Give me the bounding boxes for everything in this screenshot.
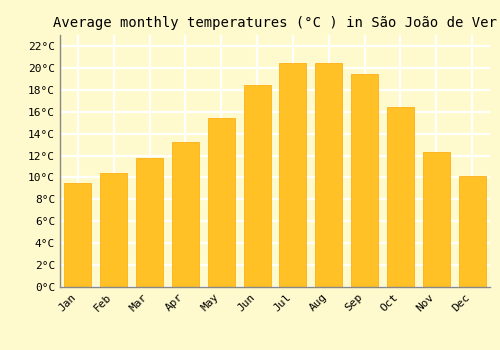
Bar [208,118,234,287]
Bar [423,152,450,287]
Bar [387,107,414,287]
Bar [244,85,270,287]
Bar [316,63,342,287]
Title: Average monthly temperatures (°C ) in São João de Ver: Average monthly temperatures (°C ) in Sã… [53,16,497,30]
Bar [280,63,306,287]
Bar [64,183,92,287]
Bar [100,173,127,287]
Bar [136,158,163,287]
Bar [172,142,199,287]
Bar [458,176,485,287]
Bar [351,75,378,287]
